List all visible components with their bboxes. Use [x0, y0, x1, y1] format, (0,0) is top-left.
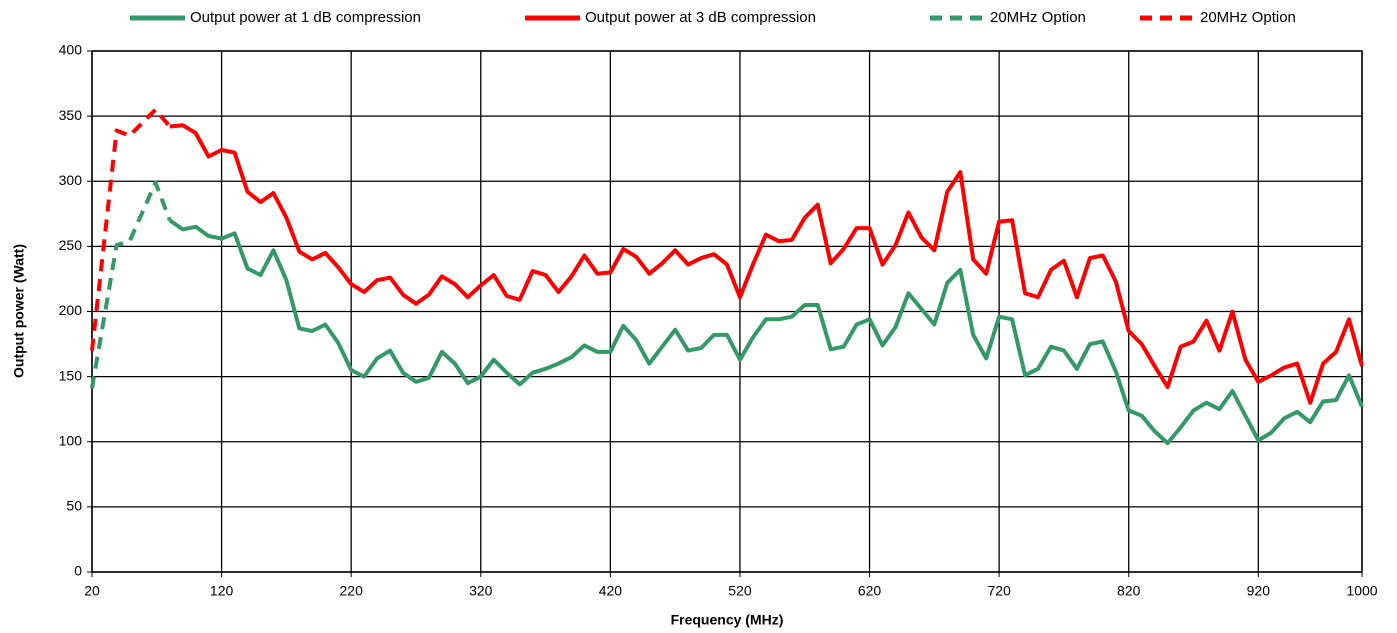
legend-label: Output power at 1 dB compression	[190, 9, 421, 26]
x-tick-label: 220	[340, 583, 364, 599]
y-tick-label: 50	[66, 498, 82, 514]
legend-label: 20MHz Option	[990, 9, 1086, 26]
series-line	[90, 107, 172, 351]
x-tick-label: 420	[599, 583, 623, 599]
x-tick-label: 820	[1117, 583, 1141, 599]
legend-label: 20MHz Option	[1200, 9, 1296, 26]
series-line	[169, 123, 1364, 405]
x-tick-label: 520	[728, 583, 752, 599]
x-axis-title: Frequency (MHz)	[671, 612, 784, 628]
y-tick-label: 0	[74, 563, 82, 579]
x-tick-label: 920	[1247, 583, 1271, 599]
y-axis-title: Output power (Watt)	[11, 244, 27, 378]
y-tick-label: 350	[59, 107, 83, 123]
y-tick-label: 250	[59, 237, 83, 253]
y-tick-label: 300	[59, 172, 83, 188]
x-tick-label: 620	[858, 583, 882, 599]
x-tick-label: 1000	[1346, 583, 1377, 599]
legend-label: Output power at 3 dB compression	[585, 9, 816, 26]
plot-border	[91, 50, 1363, 573]
x-tick-label: 320	[469, 583, 493, 599]
y-tick-label: 400	[59, 42, 83, 58]
x-tick-label: 720	[987, 583, 1011, 599]
y-tick-label: 150	[59, 367, 83, 383]
series-line	[90, 180, 172, 389]
x-tick-label: 120	[210, 583, 234, 599]
y-tick-label: 200	[59, 302, 83, 318]
legend: Output power at 1 dB compression Output p…	[130, 9, 1296, 26]
series-line	[168, 218, 1364, 446]
y-tick-label: 100	[59, 432, 83, 448]
x-tick-label: 20	[84, 583, 100, 599]
